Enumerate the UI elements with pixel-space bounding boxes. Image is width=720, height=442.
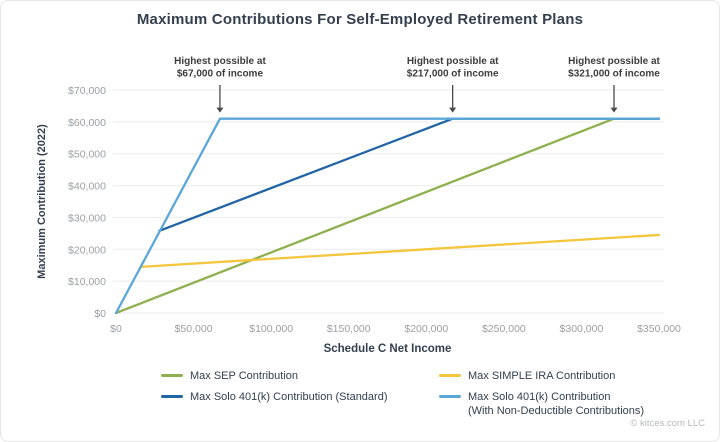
- y-axis-title: Maximum Contribution (2022): [36, 124, 48, 279]
- legend-item-max-simple-ira: Max SIMPLE IRA Contribution: [439, 370, 711, 384]
- legend-marker-max-sep: [161, 374, 183, 377]
- x-tick-label: $200,000: [404, 323, 448, 335]
- chart-plot-area: $0 $10,000 $20,000 $30,000 $40,000 $50,000 $60…: [36, 56, 681, 355]
- annotation-arrow-head: [610, 107, 618, 113]
- x-tick-label: $350,000: [637, 323, 681, 335]
- legend-marker-solo-401k-standard: [161, 394, 183, 398]
- y-tick-label: $40,000: [68, 181, 106, 193]
- legend-label-max-sep: Max SEP Contribution: [190, 370, 299, 382]
- annotation-arrow-head: [216, 107, 224, 113]
- x-tick-label: $250,000: [482, 323, 526, 335]
- x-tick-label: $0: [110, 323, 122, 335]
- chart-title: Maximum Contributions For Self-Employed …: [136, 11, 584, 28]
- x-tick-label: $100,000: [249, 323, 293, 335]
- x-tick-label: $300,000: [560, 323, 604, 335]
- legend-marker-max-simple-ira: [439, 374, 461, 377]
- annotation-text: Highest possible at: [568, 56, 660, 67]
- annotation-text: $67,000 of income: [177, 69, 264, 80]
- y-tick-label: $50,000: [68, 149, 106, 161]
- legend-item-max-sep: Max SEP Contribution: [161, 370, 439, 384]
- y-tick-label: $0: [94, 308, 106, 320]
- annotation-text: Highest possible at: [407, 56, 499, 67]
- y-tick-label: $60,000: [68, 117, 106, 129]
- x-axis-title: Schedule C Net Income: [324, 343, 452, 355]
- y-tick-label: $70,000: [68, 85, 106, 97]
- annotation-text: $321,000 of income: [568, 69, 660, 80]
- annotation-arrow-head: [449, 107, 457, 113]
- x-tick-label: $150,000: [327, 323, 371, 335]
- legend-label-solo-401k-nondeductible: Max Solo 401(k) Contribution (With Non-D…: [468, 390, 645, 417]
- legend-label-solo-401k-standard: Max Solo 401(k) Contribution (Standard): [190, 390, 388, 403]
- legend-item-solo-401k-nondeductible: Max Solo 401(k) Contribution (With Non-D…: [439, 391, 711, 419]
- x-tick-label: $50,000: [175, 323, 213, 335]
- series-line-max-simple-ira-contribution: [139, 233, 661, 269]
- legend-marker-solo-401k-nondeductible: [439, 394, 461, 398]
- series-line-max-solo-401-k-contribution-standard-: [158, 117, 661, 232]
- annotation-text: $217,000 of income: [407, 69, 499, 80]
- chart-legend: Max SEP Contribution Max SIMPLE IRA Cont…: [161, 370, 711, 418]
- y-tick-label: $20,000: [68, 244, 106, 256]
- annotation-text: Highest possible at: [174, 56, 266, 67]
- y-tick-label: $10,000: [68, 276, 106, 288]
- legend-label-max-simple-ira: Max SIMPLE IRA Contribution: [468, 370, 616, 382]
- y-tick-label: $30,000: [68, 212, 106, 224]
- copyright-credit: © kitces.com LLC: [630, 418, 705, 429]
- series-line-max-solo-401-k-contribution: [114, 117, 661, 315]
- legend-item-solo-401k-standard: Max Solo 401(k) Contribution (Standard): [161, 391, 439, 419]
